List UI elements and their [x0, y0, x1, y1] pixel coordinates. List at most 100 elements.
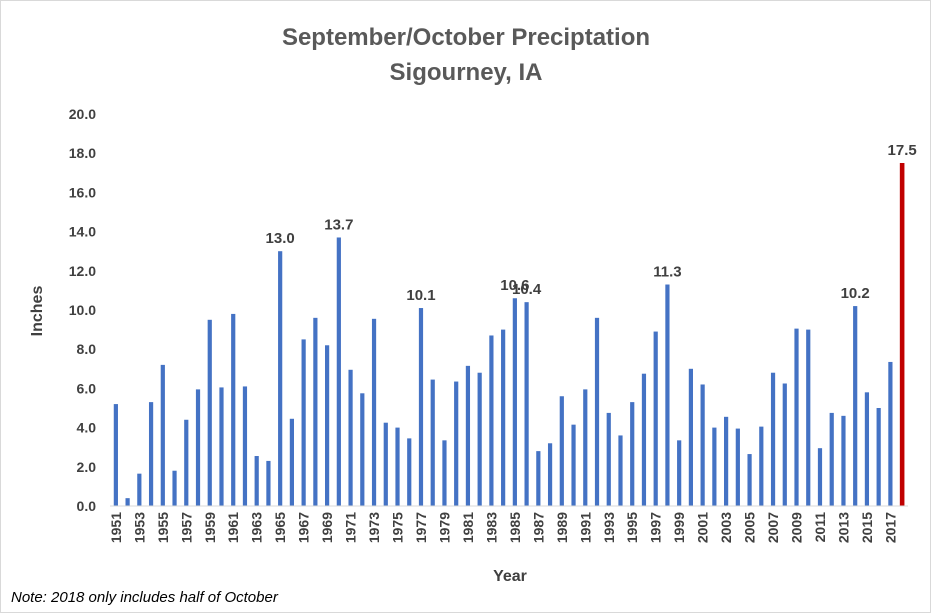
data-label-1998: 11.3 — [653, 264, 681, 281]
y-tick-label: 12.0 — [69, 263, 96, 279]
bar-1960 — [219, 387, 224, 506]
x-tick-label: 1959 — [202, 512, 218, 543]
y-tick-label: 6.0 — [77, 380, 97, 396]
y-tick-label: 20.0 — [69, 106, 96, 122]
bar-2008 — [782, 383, 787, 506]
bar-1993 — [606, 412, 611, 506]
y-tick-label: 10.0 — [69, 302, 96, 318]
x-tick-label: 2013 — [835, 512, 851, 543]
data-label-1965: 13.0 — [266, 230, 295, 247]
x-tick-label: 1979 — [436, 512, 452, 543]
y-tick-label: 2.0 — [77, 459, 97, 475]
bar-1985 — [512, 298, 517, 506]
x-tick-label: 1973 — [366, 512, 382, 543]
bar-1978 — [430, 379, 435, 506]
bar-1969 — [325, 345, 330, 506]
x-tick-label: 1971 — [343, 512, 359, 543]
bar-1965 — [278, 251, 283, 506]
x-axis-title: Year — [493, 568, 527, 585]
data-label-1970: 13.7 — [324, 216, 353, 233]
bar-2001 — [700, 384, 705, 506]
x-tick-label: 1951 — [108, 512, 124, 543]
data-label-2018: 17.5 — [888, 142, 917, 159]
bar-1963 — [254, 456, 259, 506]
bar-1974 — [383, 422, 388, 506]
x-tick-label: 1997 — [648, 512, 664, 543]
bar-2016 — [876, 408, 881, 506]
chart-subtitle: Sigourney, IA — [390, 59, 543, 86]
x-tick-label: 2011 — [812, 512, 828, 543]
bar-1983 — [489, 335, 494, 506]
x-tick-label: 1953 — [131, 512, 147, 543]
bar-1962 — [242, 386, 248, 506]
bar-1982 — [477, 372, 482, 506]
bar-1966 — [289, 418, 294, 506]
bar-1956 — [172, 470, 177, 506]
x-tick-label: 1975 — [390, 512, 406, 543]
bar-1984 — [501, 329, 506, 506]
x-tick-label: 1961 — [225, 512, 241, 543]
x-tick-label: 1999 — [671, 512, 687, 543]
x-tick-label: 2007 — [765, 512, 781, 543]
bar-1981 — [465, 365, 471, 506]
bar-1998 — [665, 284, 670, 506]
x-tick-label: 1995 — [624, 512, 640, 543]
bar-1954 — [148, 402, 154, 506]
bar-1980 — [454, 381, 459, 506]
bar-2018 — [899, 163, 905, 506]
x-tick-label: 1981 — [460, 512, 476, 543]
x-tick-label: 2001 — [695, 512, 711, 543]
bar-1991 — [583, 389, 588, 506]
x-axis-ticks: 1951 1953 1955 1957 1959 1961 1963 1965 1967 1969… — [108, 512, 899, 543]
bar-2002 — [712, 427, 717, 506]
bar-2012 — [829, 412, 834, 506]
y-tick-label: 4.0 — [77, 420, 97, 436]
bar-1970 — [336, 237, 341, 507]
x-tick-label: 1963 — [249, 512, 265, 543]
x-tick-label: 2003 — [718, 512, 734, 543]
chart-title: September/October Preciptation — [282, 24, 650, 51]
x-tick-label: 2005 — [742, 512, 758, 543]
bar-1995 — [630, 402, 635, 506]
x-tick-label: 1985 — [507, 512, 523, 543]
bar-2015 — [864, 392, 870, 506]
y-tick-label: 0.0 — [77, 498, 97, 514]
bar-2007 — [770, 372, 776, 506]
bar-2009 — [794, 328, 799, 506]
bar-2004 — [735, 428, 740, 506]
x-tick-label: 1969 — [319, 512, 335, 543]
bar-1986 — [524, 302, 529, 506]
x-tick-label: 1989 — [554, 512, 570, 543]
bar-1999 — [677, 440, 682, 506]
bar-1952 — [125, 498, 130, 506]
data-label-1986: 10.4 — [512, 281, 542, 298]
bar-1955 — [160, 364, 165, 506]
x-tick-label: 1977 — [413, 512, 429, 543]
y-tick-label: 8.0 — [77, 341, 97, 357]
y-tick-label: 18.0 — [69, 145, 96, 161]
data-label-1985: 10.6 — [500, 277, 529, 294]
x-tick-label: 1991 — [577, 512, 593, 543]
bar-1997 — [653, 331, 658, 506]
x-tick-label: 1957 — [178, 512, 194, 543]
bar-2013 — [841, 415, 846, 506]
bar-2011 — [817, 448, 823, 506]
bar-1990 — [571, 424, 576, 506]
x-tick-label: 1993 — [601, 512, 617, 543]
bar-2003 — [724, 416, 729, 506]
x-tick-label: 1983 — [483, 512, 499, 543]
y-tick-label: 16.0 — [69, 184, 96, 200]
data-labels: 13.0 13.7 10.1 10.610.4 11.3 10.2 17.5 — [266, 142, 917, 304]
bar-1973 — [371, 318, 377, 506]
bar-1992 — [594, 317, 600, 506]
bar-2005 — [747, 454, 752, 506]
bar-1972 — [360, 393, 365, 506]
bar-1951 — [113, 404, 118, 506]
data-label-2014: 10.2 — [841, 285, 870, 302]
bar-1967 — [301, 339, 306, 506]
bar-2000 — [688, 368, 693, 506]
x-tick-label: 1987 — [530, 512, 546, 543]
bar-1971 — [348, 369, 353, 506]
bar-1977 — [418, 308, 424, 506]
